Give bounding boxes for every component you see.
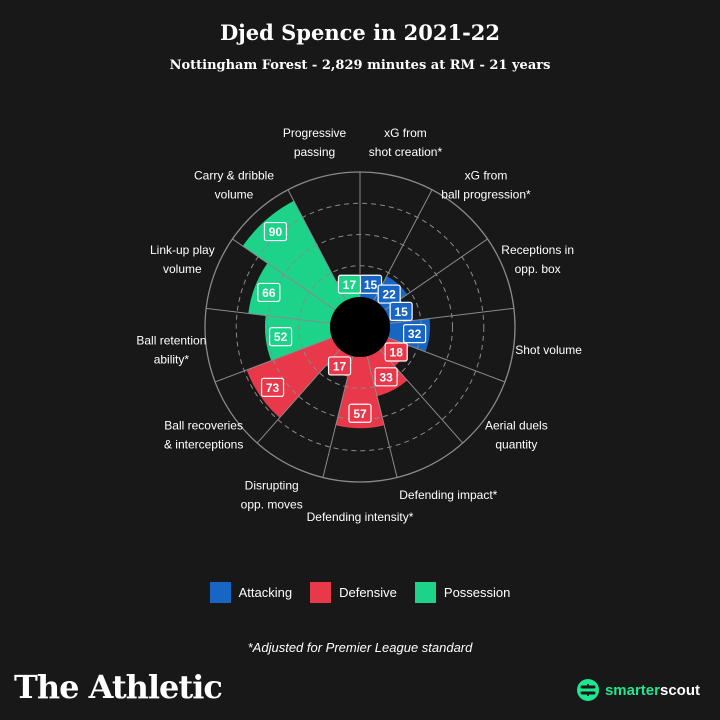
axis-label-line: Carry & dribble [194,168,274,182]
bar-10 [248,263,336,324]
legend: Attacking Defensive Possession [0,582,720,603]
legend-swatch-attacking [209,582,231,603]
chart-subtitle: Nottingham Forest - 2,829 minutes at RM … [169,58,551,73]
value-label-7: 17 [333,359,347,373]
axis-label-line: Shot volume [515,343,582,357]
legend-swatch-defensive [310,582,332,603]
axis-label-line: opp. moves [241,498,303,512]
value-label-4: 18 [390,345,404,359]
axis-label-line: Aerial duels [485,418,548,432]
spoke-8 [256,349,341,444]
axis-label-4: Aerial duels quantity [485,418,548,451]
axis-label-line: Ball retention [136,333,206,347]
axis-label-line: passing [294,145,335,159]
axis-label-6: Defending intensity* [307,510,414,524]
smarterscout-icon [576,679,599,701]
axis-label-12: Progressive passing [283,126,347,159]
legend-swatch-possession [414,582,436,603]
value-badge-5 [374,367,398,387]
axis-label-line: Defending impact* [399,488,497,502]
axis-label-line: Defending intensity* [307,510,414,524]
spoke-6 [366,356,398,478]
axis-label-line: Progressive [283,126,347,140]
spoke-1 [373,189,433,301]
chart-title: Djed Spence in 2021-22 [219,20,501,45]
axis-label-line: xG from [384,126,427,140]
value-badge-10 [257,282,281,303]
axis-label-10: Link-up play volume [150,243,215,276]
spoke-2 [384,238,488,311]
axis-label-5: Defending impact* [399,488,497,502]
legend-item-attacking: Attacking [209,582,293,603]
axis-label-line: opp. box [515,262,561,276]
value-badge-7 [327,356,352,376]
axis-label-3: Shot volume [515,343,582,357]
value-label-10: 66 [262,286,276,300]
legend-label-defensive: Defensive [339,585,397,600]
value-badge-3 [402,324,427,344]
value-label-2: 15 [394,305,408,319]
smarterscout-word-2: scout [659,681,700,699]
axis-label-1: xG from ball progression* [441,168,531,201]
axis-label-line: volume [215,187,254,201]
axis-label-line: xG from [465,168,508,182]
axis-label-line: volume [163,262,202,276]
smarterscout-logo: smarterscout [576,678,700,702]
value-label-1: 22 [382,288,396,302]
value-label-5: 33 [379,370,393,384]
axis-label-9: Ball retention ability* [136,333,206,366]
spoke-5 [379,349,464,444]
spoke-11 [232,238,336,311]
value-badge-1 [377,284,401,304]
axis-label-line: Receptions in [501,243,574,257]
axis-label-line: Link-up play [150,243,215,257]
spoke-12 [287,189,347,301]
value-label-9: 52 [274,330,288,344]
axis-label-2: Receptions in opp. box [501,243,574,276]
axis-label-7: Disrupting opp. moves [241,479,303,512]
the-athletic-logo: The Athletic [14,668,223,706]
value-badge-11 [263,221,288,242]
value-badge-2 [389,301,413,321]
value-badge-4 [384,342,408,362]
value-label-0: 15 [364,278,378,292]
axis-label-11: Carry & dribble volume [194,168,274,201]
gridline-75 [235,202,485,452]
axis-label-line: & interceptions [164,437,243,451]
bar-6 [335,356,385,429]
value-badge-8 [260,377,285,397]
spoke-9 [214,337,333,383]
value-label-8: 73 [266,381,280,395]
axis-label-0: xG from shot creation* [369,126,443,159]
axis-label-line: shot creation* [369,145,443,159]
axis-label-8: Ball recoveries & interceptions [164,418,243,451]
value-label-12: 17 [343,278,357,292]
value-label-3: 32 [408,327,422,341]
axis-label-line: Disrupting [245,479,299,493]
value-badge-6 [348,403,372,423]
value-badge-9 [268,327,293,347]
bar-9 [265,315,332,361]
smarterscout-word-1: smarter [604,681,660,699]
bar-8 [246,337,341,418]
axis-label-line: ability* [154,352,190,366]
spoke-10 [206,307,331,324]
legend-item-defensive: Defensive [310,582,397,603]
value-label-11: 90 [269,225,283,239]
legend-label-possession: Possession [443,585,511,600]
axis-label-line: quantity [495,437,537,451]
value-label-6: 57 [353,407,367,421]
axis-label-line: Ball recoveries [164,418,243,432]
legend-item-possession: Possession [414,582,511,603]
axis-label-line: ball progression* [441,187,531,201]
spoke-7 [322,356,354,478]
legend-label-attacking: Attacking [238,585,293,600]
chart-center [330,297,390,357]
footnote: *Adjusted for Premier League standard [247,640,473,655]
value-badge-12 [337,274,362,294]
